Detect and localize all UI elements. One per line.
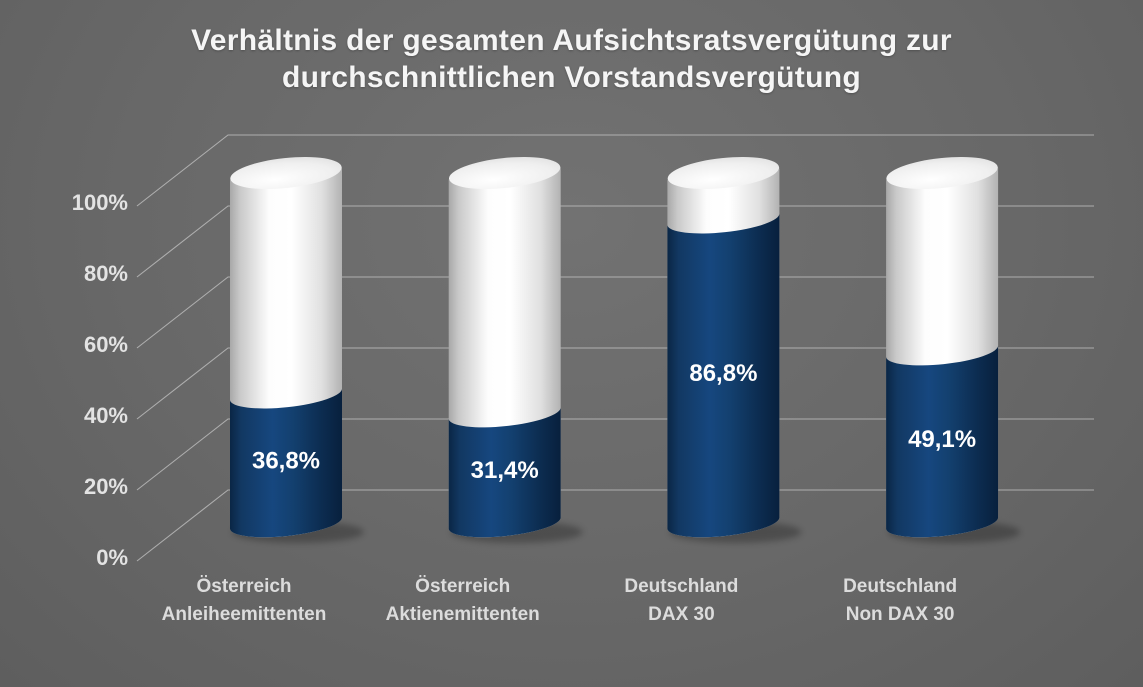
gridline [136,489,1094,562]
gridline [136,418,1094,491]
y-axis-tick-label: 0% [96,545,128,570]
y-axis-tick-label: 20% [84,474,128,499]
gridline [136,134,1094,207]
cylinder-top-face [667,156,780,190]
gridline [136,276,1094,349]
bar-3: 49,1% Deutschland Non DAX 30 [843,156,999,625]
bar-filled-segment [886,345,999,538]
bar-2: 86,8% Deutschland DAX 30 [624,156,780,625]
chart-title-line2: durchschnittlichen Vorstandsvergütung [282,61,861,94]
y-axis-tick-label: 40% [84,403,128,428]
x-axis-category-label: Österreich Anleiheemittenten [162,576,327,625]
bar-0: 36,8% Österreich Anleiheemittenten [162,156,343,625]
bar-filled-segment [230,388,343,538]
bar-filled-segment [667,213,780,538]
bar-1: 31,4% Österreich Aktienemittenten [386,156,561,625]
y-axis-tick-label: 60% [84,332,128,357]
x-axis-category-label: Österreich Aktienemittenten [386,576,540,625]
cylinder-top-face [230,156,342,190]
x-axis-category-label: Deutschland DAX 30 [624,576,738,625]
chart-title: Verhältnis der gesamten Aufsichtsratsver… [0,22,1143,96]
y-axis-tick-label: 80% [84,261,128,286]
bar-value-label: 49,1% [908,426,976,453]
cylinder-top-face [448,156,561,190]
chart-title-line1: Verhältnis der gesamten Aufsichtsratsver… [191,24,952,57]
x-axis-category-label: Deutschland Non DAX 30 [843,576,957,625]
bar-value-label: 86,8% [689,360,757,387]
y-axis-tick-label: 100% [72,190,128,215]
bar-value-label: 36,8% [252,448,320,475]
gridline [136,205,1094,278]
cylinder-top-face [886,156,998,190]
bar-value-label: 31,4% [471,457,539,484]
bar-filled-segment [448,407,561,538]
gridline [136,347,1094,420]
